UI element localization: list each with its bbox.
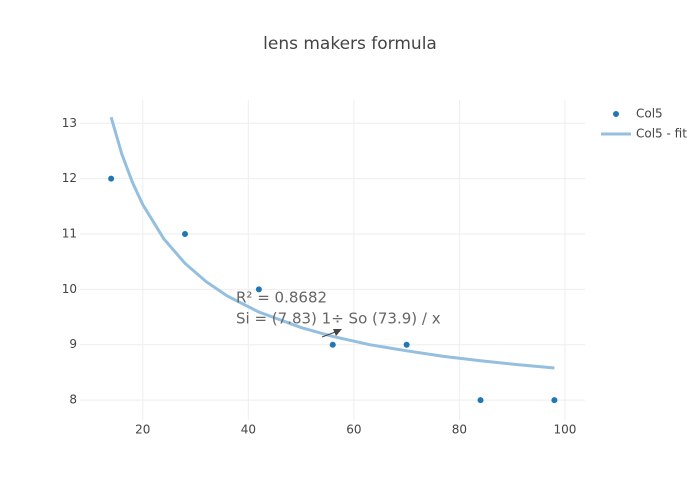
annotation: R² = 0.8682 (236, 289, 327, 307)
legend-marker (613, 111, 619, 117)
legend-label: Col5 (636, 107, 663, 121)
annotation-arrowhead (333, 329, 342, 336)
y-tick-label: 11 (62, 226, 77, 240)
point (255, 286, 262, 293)
y-tick-label: 10 (62, 282, 77, 296)
legend-label: Col5 - fit (636, 127, 687, 141)
y-tick-label: 9 (69, 337, 77, 351)
x-tick-label: 20 (135, 423, 150, 437)
point (182, 230, 189, 237)
chart-title: lens makers formula (263, 34, 437, 54)
point (329, 341, 336, 348)
annotation: Si = (7.83) 1÷ So (73.9) / x (236, 310, 441, 328)
point (477, 397, 484, 404)
point (108, 175, 115, 182)
point (551, 397, 558, 404)
y-tick-label: 12 (62, 171, 77, 185)
x-tick-label: 80 (452, 423, 467, 437)
x-tick-label: 100 (553, 423, 576, 437)
x-tick-label: 60 (346, 423, 361, 437)
fit-line (109, 116, 555, 370)
y-tick-label: 8 (69, 393, 77, 407)
y-tick-label: 13 (62, 116, 77, 130)
x-tick-label: 40 (241, 423, 256, 437)
point (403, 341, 410, 348)
